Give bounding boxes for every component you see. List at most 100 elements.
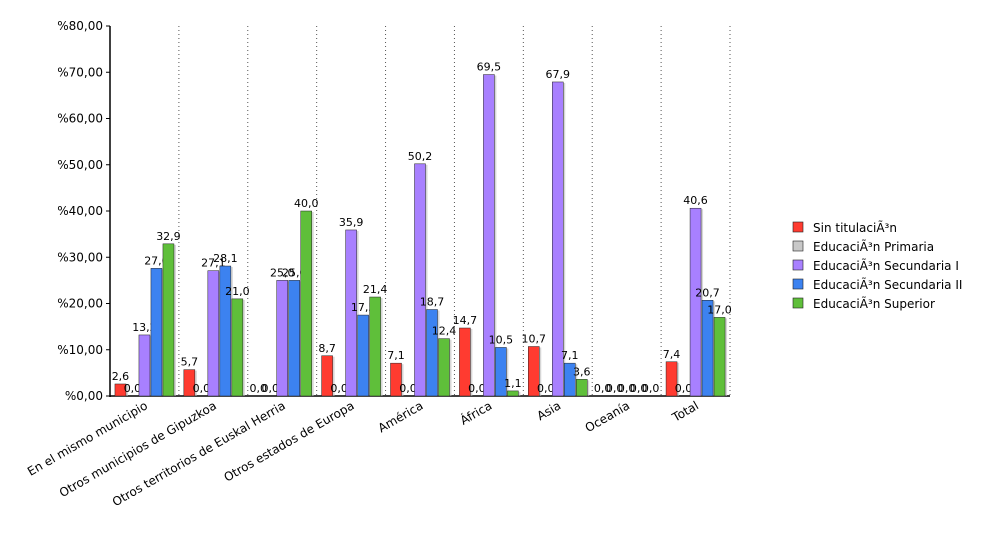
bar [665,361,678,397]
data-label: 18,7 [420,296,445,309]
data-label: 69,5 [477,61,502,74]
data-label: 0,0 [642,382,660,395]
bar [701,300,714,397]
data-label: 0,0 [399,382,417,395]
bar [300,210,312,397]
bar [507,390,519,397]
data-label: 28,1 [213,252,238,265]
y-tick-label: %80,00 [57,19,103,33]
data-label: 14,7 [453,314,478,327]
x-tick-label: En el mismo municipio [25,398,150,478]
bar [459,327,471,397]
bar [138,334,151,397]
x-tick-label: Asia [534,398,563,423]
data-label: 0,0 [193,382,211,395]
bar [426,309,438,397]
data-label: 27,6 [144,254,169,267]
data-label: 21,4 [363,283,388,296]
bar [276,280,288,397]
data-label: 40,0 [294,197,319,210]
bar [713,317,726,397]
bar [528,346,540,397]
bar [495,347,507,397]
data-label: 10,5 [489,333,514,346]
bar [150,268,163,397]
bar [207,270,220,397]
data-label: 35,9 [339,216,364,229]
bar [552,81,564,397]
data-label: 27,1 [201,257,226,270]
bar [321,355,333,397]
data-label: 10,7 [522,333,547,346]
legend-label: EducaciÃ³n Secundaria I [813,258,959,273]
bar [288,280,300,397]
legend-swatch [792,278,804,290]
bar [689,207,702,397]
data-label: 12,4 [432,325,457,338]
bar [369,296,381,397]
bar [438,338,450,397]
bar [414,163,426,397]
legend-label: EducaciÃ³n Secundaria II [813,277,962,292]
y-tick-label: %50,00 [57,158,103,172]
legend-label: Sin titulaciÃ³n [813,220,897,235]
data-label: 17,5 [351,301,376,314]
data-label: 0,0 [594,382,612,395]
y-tick-label: %30,00 [57,250,103,264]
x-tick-label: Total [669,398,701,425]
x-tick-label: África [457,398,494,428]
data-label: 0,0 [606,382,624,395]
data-label: 1,1 [504,377,522,390]
data-label: 21,0 [225,285,250,298]
bar [357,314,369,397]
bar [390,362,402,397]
data-label: 2,6 [112,370,130,383]
data-label: 0,0 [537,382,555,395]
data-label: 0,0 [330,382,348,395]
y-tick-label: %10,00 [57,343,103,357]
data-label: 13,2 [132,321,157,334]
data-label: 0,0 [630,382,648,395]
data-label: 8,7 [318,342,336,355]
bar [162,243,175,397]
data-label: 5,7 [181,356,199,369]
y-tick-label: %70,00 [57,65,103,79]
data-label: 67,9 [546,68,571,81]
data-label: 0,0 [249,382,267,395]
data-label: 17,0 [707,303,732,316]
x-tick-label: América [376,398,426,435]
bar [219,265,232,397]
data-label: 40,6 [683,194,708,207]
data-label: 7,1 [561,349,579,362]
data-label: 25,0 [270,266,295,279]
data-label: 0,0 [261,382,279,395]
data-label: 0,0 [124,382,142,395]
legend-swatch [792,259,804,271]
y-tick-label: %40,00 [57,204,103,218]
data-label: 0,0 [675,382,693,395]
y-tick-label: %60,00 [57,112,103,126]
data-label: 25,0 [282,266,307,279]
bar [231,298,244,397]
y-tick-label: %0,00 [65,389,103,403]
legend-label: EducaciÃ³n Primaria [813,239,934,254]
data-label: 32,9 [156,230,181,243]
bar [345,229,357,397]
bar [483,74,495,397]
x-tick-label: Otros estados de Europa [221,398,356,484]
data-label: 0,0 [618,382,636,395]
legend-swatch [792,221,804,233]
data-label: 7,1 [387,349,405,362]
data-label: 3,6 [573,365,591,378]
legend-label: EducaciÃ³n Superior [813,296,935,311]
x-tick-label: Oceanía [583,398,633,435]
bar [183,369,196,397]
bar [564,362,576,397]
y-tick-label: %20,00 [57,297,103,311]
legend-swatch [792,240,804,252]
data-label: 50,2 [408,150,433,163]
bar [576,379,588,397]
data-label: 20,7 [695,286,720,299]
